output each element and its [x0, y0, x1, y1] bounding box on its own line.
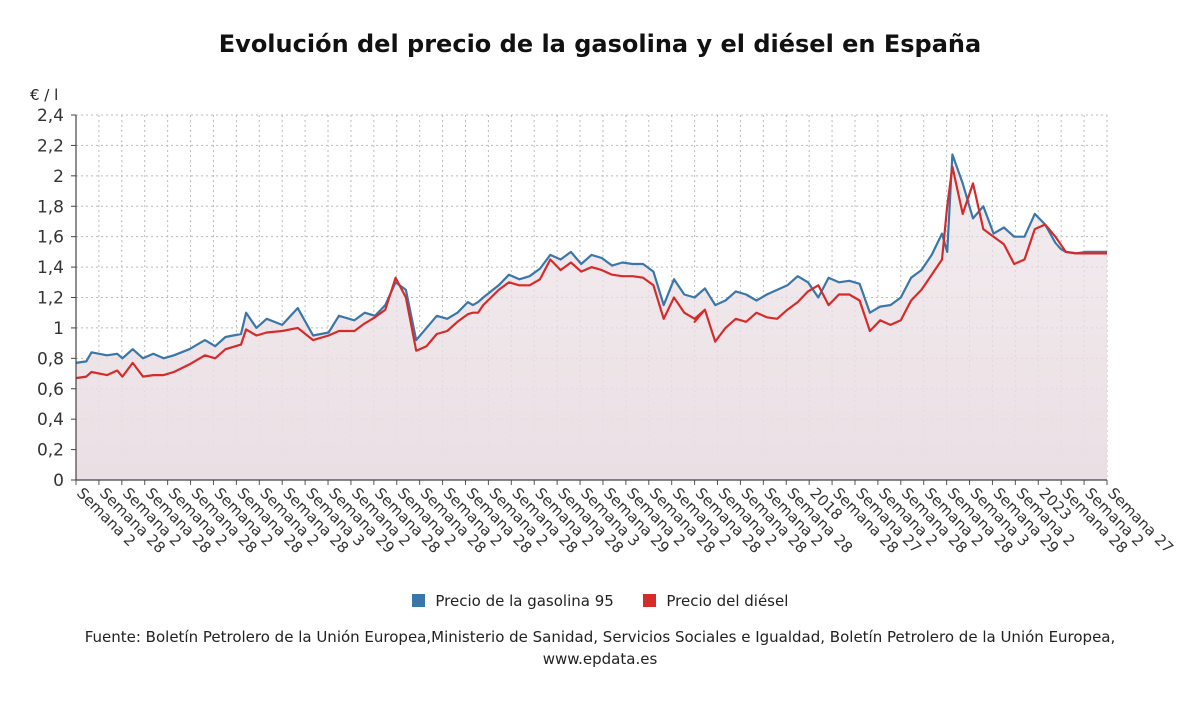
- area-under-curve: [76, 154, 1107, 480]
- y-tick-label: 0,6: [37, 380, 64, 400]
- chart-title: Evolución del precio de la gasolina y el…: [218, 30, 982, 58]
- series-lines: [75, 153, 1107, 380]
- y-tick-label: 0,8: [37, 349, 64, 369]
- y-tick-labels: 0 0,2 0,4 0,6 0,8 1 1,2 1,4 1,6 1,8 2 2,2 2,4: [37, 106, 64, 491]
- legend-item-diesel[interactable]: Precio del diésel: [642, 592, 789, 610]
- y-tick-label: 1,2: [37, 289, 64, 309]
- y-axis-unit: € / l: [30, 86, 59, 104]
- y-tick-label: 2,4: [37, 106, 64, 126]
- legend-item-gasolina[interactable]: Precio de la gasolina 95: [411, 592, 614, 610]
- source-note: Fuente: Boletín Petrolero de la Unión Eu…: [84, 628, 1116, 668]
- y-tick-label: 0,4: [37, 410, 64, 430]
- legend-swatch-diesel: [642, 594, 656, 607]
- y-tick-label: 1,8: [37, 197, 64, 217]
- y-tick-label: 1: [53, 319, 64, 339]
- series-line-diesel: [75, 165, 1107, 380]
- legend-label-gasolina: Precio de la gasolina 95: [435, 592, 614, 610]
- y-tick-label: 1,6: [37, 228, 64, 248]
- y-tick-label: 1,4: [37, 258, 64, 278]
- area-fill: [76, 154, 1107, 480]
- axes: [71, 114, 1108, 485]
- y-tick-label: 2,2: [37, 136, 64, 156]
- y-tick-label: 2: [53, 167, 64, 187]
- y-tick-label: 0: [53, 471, 64, 491]
- legend-swatch-gasolina: [411, 594, 425, 607]
- legend: Precio de la gasolina 95 Precio del diés…: [0, 592, 1200, 610]
- legend-label-diesel: Precio del diésel: [666, 592, 789, 610]
- y-tick-label: 0,2: [37, 441, 64, 461]
- series-line-gasolina: [75, 153, 1107, 364]
- line-chart: 0 0,2 0,4 0,6 0,8 1 1,2 1,4 1,6 1,8 2 2,2 2,4 Semana…: [37, 106, 1177, 557]
